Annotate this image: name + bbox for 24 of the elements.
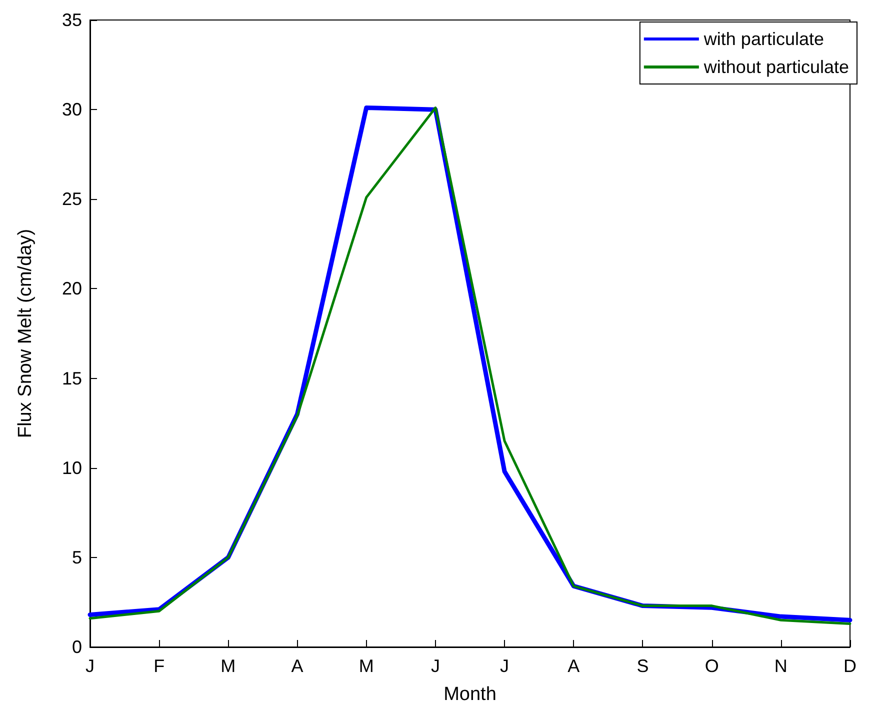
legend-label: without particulate	[702, 57, 850, 77]
x-tick-label: J	[430, 656, 440, 676]
x-tick-label: N	[774, 656, 788, 676]
x-tick-label: J	[86, 656, 94, 676]
x-tick-label: A	[291, 656, 304, 676]
y-tick-label: 30	[62, 100, 82, 120]
x-tick-label: M	[358, 656, 374, 676]
y-tick-label: 5	[72, 547, 82, 568]
x-axis-title: Month	[444, 684, 496, 705]
y-tick-label: 35	[62, 10, 82, 30]
y-tick-label: 20	[62, 278, 82, 299]
x-tick-label: J	[500, 656, 510, 676]
y-axis-title: Flux Snow Melt (cm/day)	[15, 228, 36, 438]
legend-label: with particulate	[702, 29, 824, 49]
y-tick-label: 25	[62, 189, 82, 210]
x-tick-label: S	[636, 656, 649, 676]
y-tick-label: 15	[62, 368, 82, 388]
x-tick-label: D	[844, 656, 856, 676]
x-tick-label: F	[154, 656, 165, 676]
x-tick-label: O	[704, 656, 719, 676]
y-tick-label: 0	[72, 637, 82, 657]
x-tick-label: M	[220, 656, 236, 676]
y-tick-label: 10	[62, 458, 82, 478]
x-tick-label: A	[568, 656, 580, 676]
